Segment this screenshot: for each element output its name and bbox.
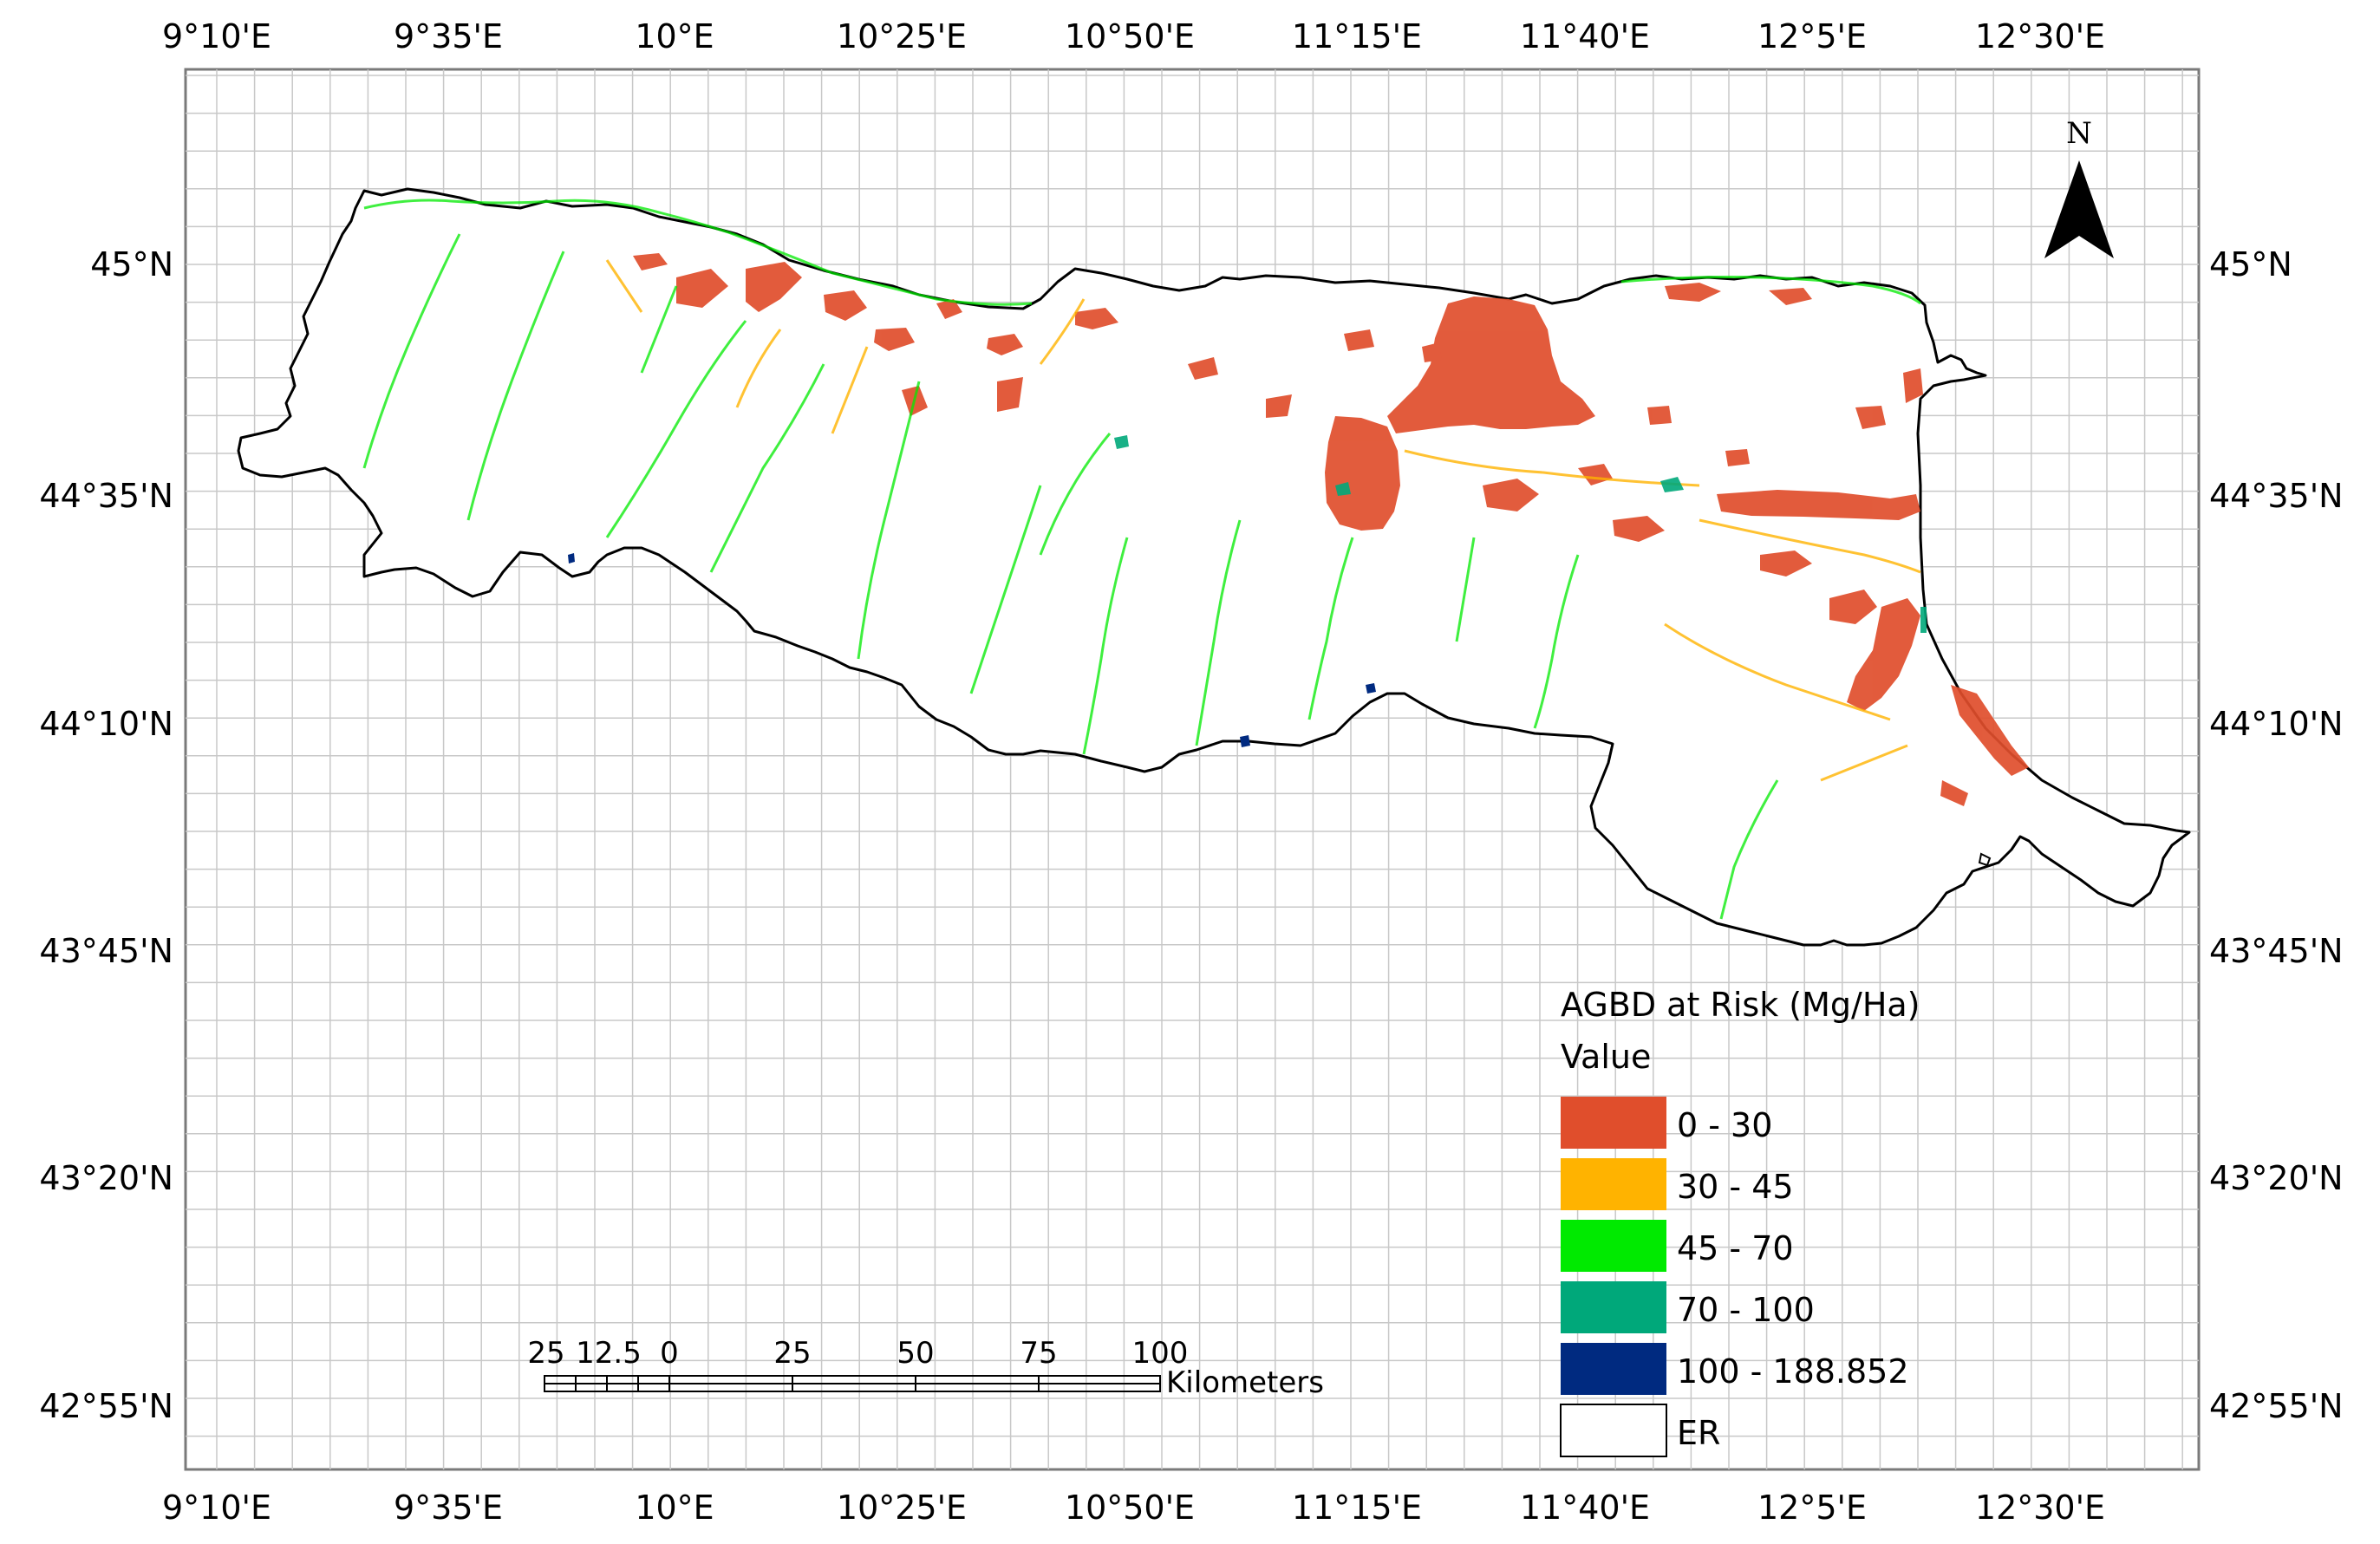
lon-label-bottom: 11°40'E	[1520, 1489, 1650, 1527]
region-islet	[1978, 852, 1992, 867]
scale-tick-label: 12.5	[576, 1336, 642, 1371]
lon-label-bottom: 9°35'E	[394, 1489, 503, 1527]
lon-label-top: 11°15'E	[1292, 17, 1422, 55]
lat-label-right: 44°10'N	[2209, 705, 2344, 743]
lat-label-left: 44°10'N	[39, 705, 173, 743]
legend-label: 45 - 70	[1677, 1229, 1794, 1267]
map-legend: AGBD at Risk (Mg/Ha) Value 0 - 30 30 - 45…	[1560, 986, 1920, 1457]
longitude-labels-top: 9°10'E 9°35'E 10°E 10°25'E 10°50'E 11°15…	[162, 17, 2105, 55]
legend-label: 0 - 30	[1677, 1106, 1772, 1144]
class-30-45-areas	[605, 259, 1921, 782]
lon-label-top: 12°5'E	[1757, 17, 1867, 55]
lon-label-bottom: 12°5'E	[1757, 1489, 1867, 1527]
scale-tick-label: 75	[1020, 1336, 1057, 1371]
legend-swatch	[1561, 1158, 1666, 1210]
scale-tick-label: 50	[897, 1336, 934, 1371]
lon-label-bottom: 10°E	[635, 1489, 714, 1527]
legend-label: 70 - 100	[1677, 1291, 1815, 1329]
scale-bar-boxes	[544, 1375, 1161, 1392]
lat-label-right: 43°45'N	[2209, 932, 2344, 970]
lat-label-right: 44°35'N	[2209, 477, 2344, 515]
lon-label-bottom: 9°10'E	[162, 1489, 271, 1527]
legend-label: 30 - 45	[1677, 1168, 1794, 1206]
lat-label-right: 45°N	[2209, 245, 2292, 283]
scale-tick-label: 0	[660, 1336, 679, 1371]
class-0-30-areas	[633, 253, 2029, 806]
lon-label-top: 10°25'E	[837, 17, 967, 55]
legend-swatch	[1561, 1220, 1666, 1272]
scale-tick-label: 100	[1132, 1336, 1189, 1371]
legend-label: ER	[1677, 1414, 1720, 1452]
lat-label-left: 43°20'N	[39, 1159, 173, 1197]
lat-label-right: 43°20'N	[2209, 1159, 2344, 1197]
lon-label-top: 9°35'E	[394, 17, 503, 55]
lon-label-bottom: 12°30'E	[1975, 1489, 2105, 1527]
study-region-er	[237, 187, 2191, 947]
legend-items: 0 - 30 30 - 45 45 - 70 70 - 100 100 - 188.85…	[1560, 1097, 1909, 1457]
latitude-labels-right: 45°N 44°35'N 44°10'N 43°45'N 43°20'N 42°…	[2209, 245, 2344, 1425]
lon-label-bottom: 11°15'E	[1292, 1489, 1422, 1527]
lat-label-left: 44°35'N	[39, 477, 173, 515]
lon-label-top: 12°30'E	[1975, 17, 2105, 55]
north-arrow-shape	[2044, 160, 2114, 258]
scale-bar: 25 12.5 0 25 50 75 100 Kilometers	[527, 1336, 1324, 1400]
legend-title: AGBD at Risk (Mg/Ha)	[1561, 986, 1920, 1024]
class-70-100-areas	[1114, 435, 1927, 633]
region-outline	[237, 187, 2191, 947]
latitude-labels-left: 45°N 44°35'N 44°10'N 43°45'N 43°20'N 42°…	[39, 245, 173, 1425]
legend-swatch	[1561, 1281, 1666, 1333]
legend-swatch	[1561, 1097, 1666, 1149]
lat-label-left: 43°45'N	[39, 932, 173, 970]
scale-tick-label: 25	[773, 1336, 811, 1371]
legend-swatch	[1560, 1404, 1667, 1457]
north-arrow-label: N	[2066, 116, 2092, 151]
lon-label-top: 9°10'E	[162, 17, 271, 55]
north-arrow-icon: N	[2044, 116, 2114, 258]
lon-label-top: 10°50'E	[1065, 17, 1195, 55]
longitude-labels-bottom: 9°10'E 9°35'E 10°E 10°25'E 10°50'E 11°15…	[162, 1489, 2105, 1527]
class-100-188852-areas	[568, 553, 1376, 747]
lon-label-bottom: 10°50'E	[1065, 1489, 1195, 1527]
lat-label-right: 42°55'N	[2209, 1387, 2344, 1425]
legend-label: 100 - 188.852	[1677, 1352, 1909, 1391]
agbd-risk-raster	[362, 199, 2029, 920]
class-45-70-areas	[362, 199, 1921, 920]
lon-label-top: 10°E	[635, 17, 714, 55]
lat-label-left: 42°55'N	[39, 1387, 173, 1425]
lon-label-top: 11°40'E	[1520, 17, 1650, 55]
scale-tick-label: 25	[527, 1336, 564, 1371]
legend-subtitle: Value	[1561, 1038, 1651, 1076]
lon-label-bottom: 10°25'E	[837, 1489, 967, 1527]
lat-label-left: 45°N	[90, 245, 173, 283]
scale-unit-label: Kilometers	[1166, 1365, 1324, 1400]
legend-swatch	[1561, 1343, 1666, 1395]
